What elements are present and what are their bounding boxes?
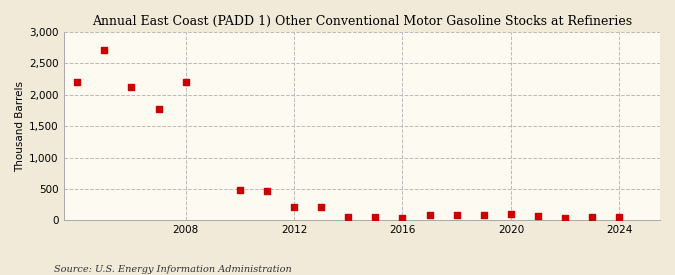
Point [424,213,435,217]
Point [614,214,625,219]
Text: Source: U.S. Energy Information Administration: Source: U.S. Energy Information Administ… [54,265,292,274]
Point [261,189,272,193]
Point [72,80,82,84]
Point [560,215,570,220]
Point [506,212,516,217]
Point [126,84,137,89]
Y-axis label: Thousand Barrels: Thousand Barrels [15,81,25,172]
Point [343,214,354,219]
Point [397,216,408,220]
Point [180,80,191,84]
Title: Annual East Coast (PADD 1) Other Conventional Motor Gasoline Stocks at Refinerie: Annual East Coast (PADD 1) Other Convent… [92,15,632,28]
Point [479,213,489,218]
Point [587,215,597,219]
Point [99,47,110,52]
Point [533,214,543,218]
Point [289,204,300,209]
Point [452,213,462,218]
Point [234,187,245,192]
Point [370,215,381,219]
Point [316,204,327,209]
Point [153,106,164,111]
